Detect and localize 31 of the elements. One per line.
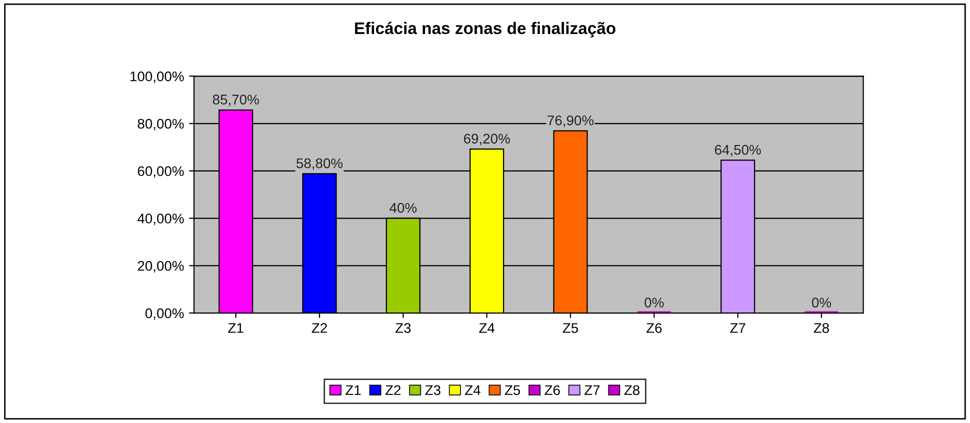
data-label: 58,80% (296, 158, 343, 170)
y-tick-label: 100,00% (130, 71, 184, 83)
legend-label: Z7 (584, 385, 600, 395)
legend-label: Z4 (465, 385, 480, 395)
data-label: 76,90% (548, 116, 594, 127)
y-tick-label: 20,00% (138, 260, 184, 272)
chart-title: Eficácia nas zonas de finalização (355, 22, 616, 38)
x-tick-label: Z8 (814, 323, 829, 333)
x-tick-label: Z7 (730, 323, 746, 333)
y-tick-label: 40,00% (137, 214, 184, 226)
y-tick-label: 0,00% (145, 308, 184, 320)
y-tick-label: 80,00% (138, 118, 184, 130)
legend-label: Z6 (544, 385, 560, 396)
legend-label: Z2 (385, 385, 400, 395)
data-label: 40% (390, 202, 417, 213)
legend-label: Z3 (425, 385, 440, 396)
x-tick-label: Z3 (395, 323, 411, 333)
data-label: 0% (644, 298, 664, 308)
data-label: 85,70% (212, 94, 259, 106)
x-tick-label: Z5 (562, 323, 578, 333)
data-label: 69,20% (464, 134, 510, 146)
x-tick-label: Z4 (479, 323, 495, 333)
y-tick-label: 60,00% (138, 166, 184, 178)
legend-label: Z8 (624, 385, 640, 396)
data-label: 0% (812, 298, 832, 308)
x-tick-label: Z2 (312, 323, 327, 333)
legend-label: Z1 (346, 385, 361, 395)
x-tick-label: Z6 (646, 323, 662, 333)
data-label: 64,50% (714, 144, 761, 156)
x-tick-label: Z1 (228, 323, 244, 333)
legend-label: Z5 (504, 385, 520, 396)
